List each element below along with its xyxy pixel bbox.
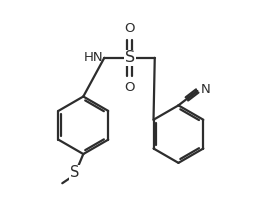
Text: S: S (70, 165, 79, 180)
Text: N: N (201, 83, 211, 96)
Text: HN: HN (84, 51, 103, 64)
Text: O: O (125, 22, 135, 34)
Text: S: S (125, 50, 135, 65)
Text: O: O (125, 81, 135, 94)
